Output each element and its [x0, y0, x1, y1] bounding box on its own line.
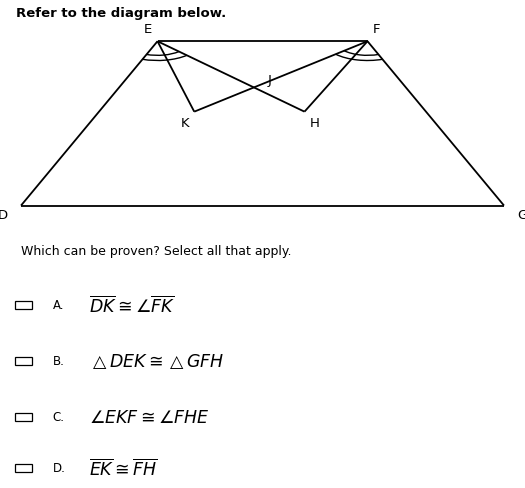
Bar: [15, 357, 32, 365]
Text: E: E: [144, 23, 152, 36]
Text: J: J: [268, 74, 271, 87]
Text: $\angle EKF \cong \angle FHE$: $\angle EKF \cong \angle FHE$: [89, 408, 210, 426]
Bar: [15, 413, 32, 421]
Text: C.: C.: [52, 410, 65, 424]
Text: H: H: [310, 117, 320, 130]
Text: K: K: [181, 117, 189, 130]
Text: Refer to the diagram below.: Refer to the diagram below.: [16, 7, 226, 20]
Bar: [15, 301, 32, 309]
Text: $\overline{DK} \cong \angle\overline{FK}$: $\overline{DK} \cong \angle\overline{FK}…: [89, 295, 175, 316]
Text: B.: B.: [52, 355, 65, 367]
Bar: [15, 464, 32, 472]
Text: F: F: [373, 23, 380, 36]
Text: D.: D.: [52, 461, 66, 474]
Text: $\triangle DEK \cong \triangle GFH$: $\triangle DEK \cong \triangle GFH$: [89, 352, 225, 370]
Text: D: D: [0, 208, 8, 222]
Text: $\overline{EK} \cong \overline{FH}$: $\overline{EK} \cong \overline{FH}$: [89, 457, 158, 478]
Text: A.: A.: [52, 299, 64, 312]
Text: G: G: [517, 208, 525, 222]
Text: Which can be proven? Select all that apply.: Which can be proven? Select all that app…: [21, 244, 291, 257]
